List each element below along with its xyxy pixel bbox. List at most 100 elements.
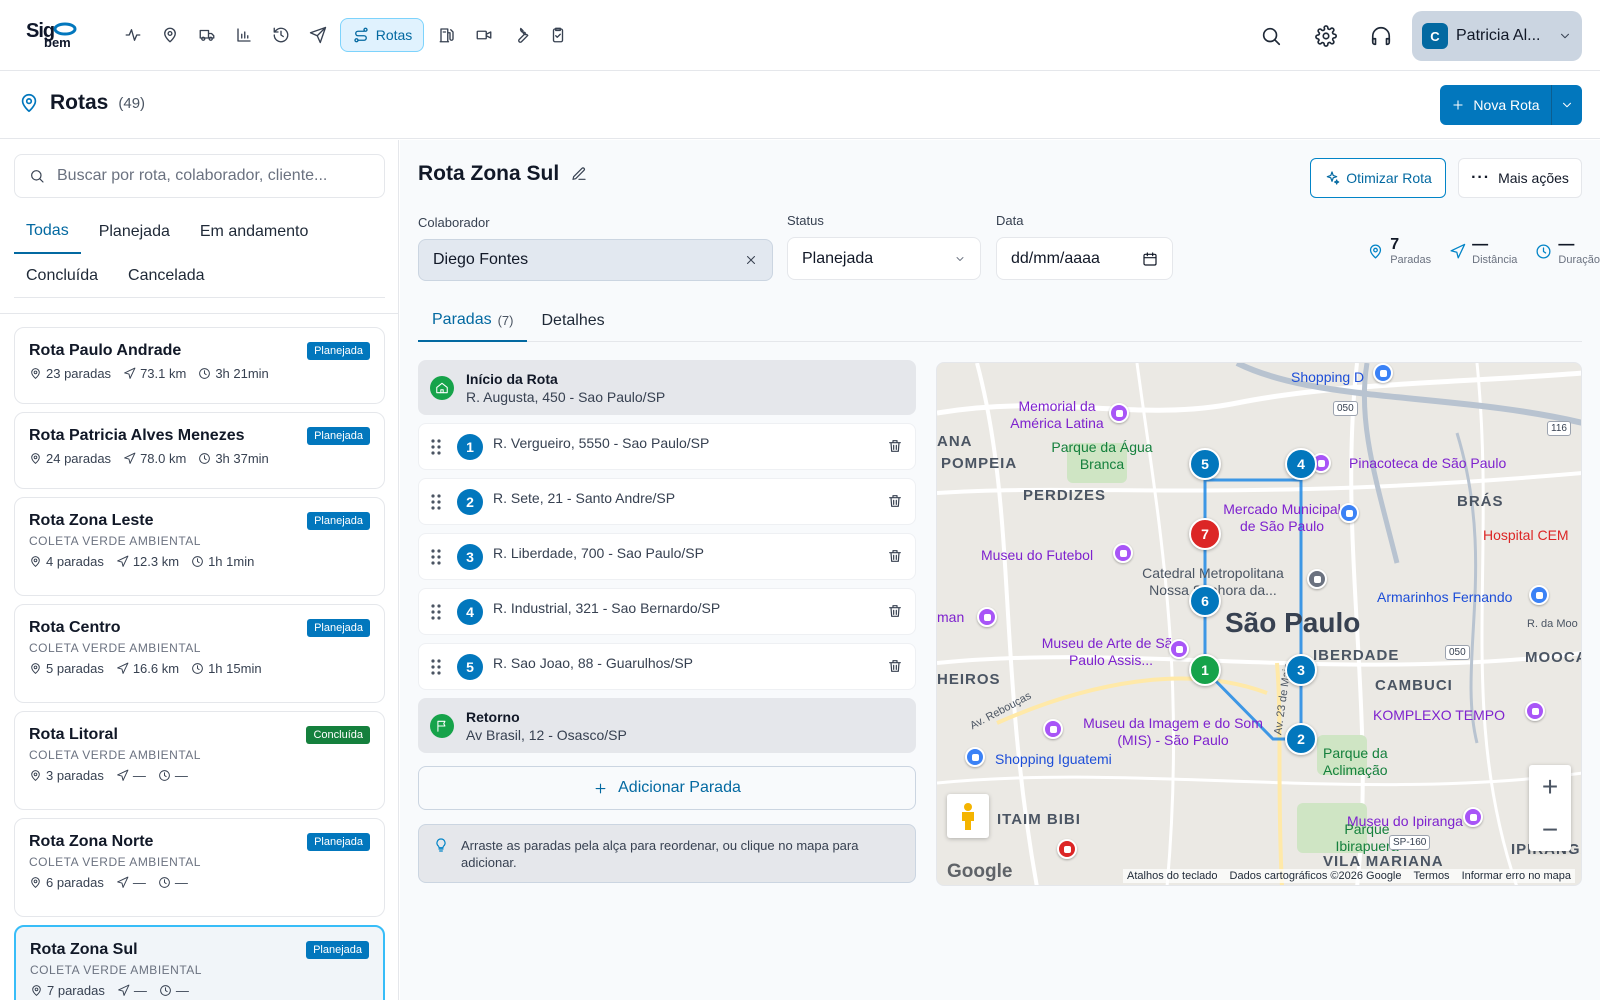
poi-pin-icon[interactable] (1043, 719, 1063, 739)
edit-pencil-icon[interactable] (571, 166, 587, 182)
stop-item[interactable]: 4 R. Industrial, 321 - Sao Bernardo/SP (418, 588, 916, 635)
drag-handle-icon[interactable] (431, 494, 441, 510)
poi-pin-icon[interactable] (1109, 403, 1129, 423)
optimize-route-button[interactable]: Otimizar Rota (1310, 158, 1446, 198)
drag-handle-icon[interactable] (431, 549, 441, 565)
map-poi: Parque Ibirapuera (1335, 821, 1399, 854)
route-marker[interactable]: 4 (1285, 448, 1317, 480)
poi-pin-icon[interactable] (1169, 639, 1189, 659)
route-marker[interactable]: 5 (1189, 448, 1221, 480)
route-card[interactable]: Rota Zona Leste Planejada COLETA VERDE A… (14, 497, 385, 596)
route-card[interactable]: Rota Litoral Concluída COLETA VERDE AMBI… (14, 711, 385, 810)
poi-pin-icon[interactable] (1373, 363, 1393, 383)
terms-link[interactable]: Termos (1413, 870, 1450, 882)
zoom-in-button[interactable]: + (1541, 770, 1559, 802)
route-card-title: Rota Centro (29, 619, 121, 636)
calendar-icon[interactable] (1142, 251, 1158, 267)
poi-pin-icon[interactable] (1529, 585, 1549, 605)
stop-item[interactable]: 3 R. Liberdade, 700 - Sao Paulo/SP (418, 533, 916, 580)
filter-cancelada[interactable]: Cancelada (128, 266, 205, 284)
stop-item[interactable]: 5 R. Sao Joao, 88 - Guarulhos/SP (418, 643, 916, 690)
logo[interactable]: Sig bem (26, 20, 78, 50)
filter-em-andamento[interactable]: Em andamento (199, 223, 309, 240)
poi-pin-icon[interactable] (977, 607, 997, 627)
poi-pin-icon[interactable] (1525, 701, 1545, 721)
poi-pin-icon[interactable] (1339, 503, 1359, 523)
stop-item[interactable]: 2 R. Sete, 21 - Santo Andre/SP (418, 478, 916, 525)
clear-x-icon[interactable] (744, 253, 758, 267)
poi-pin-icon[interactable] (965, 747, 985, 767)
trash-icon[interactable] (887, 438, 903, 454)
route-duration: 3h 21min (215, 366, 269, 381)
keyboard-shortcuts-link[interactable]: Atalhos do teclado (1127, 870, 1218, 882)
nav-dispatch[interactable] (299, 18, 336, 52)
nav-video[interactable] (465, 18, 502, 52)
plus-icon (1453, 100, 1464, 110)
route-marker[interactable]: 6 (1189, 585, 1221, 617)
stop-item[interactable]: 1 R. Vergueiro, 5550 - Sao Paulo/SP (418, 423, 916, 470)
status-select[interactable]: Planejada (787, 237, 981, 280)
route-marker[interactable]: 3 (1285, 654, 1317, 686)
collaborator-field[interactable]: Diego Fontes (418, 239, 773, 281)
filter-todas[interactable]: Todas (14, 210, 81, 254)
route-marker[interactable]: 2 (1285, 723, 1317, 755)
zoom-out-button[interactable]: − (1541, 813, 1559, 845)
nav-checklist[interactable] (539, 18, 576, 52)
new-route-button[interactable]: Nova Rota (1440, 85, 1552, 125)
report-error-link[interactable]: Informar erro no mapa (1461, 870, 1571, 882)
route-map[interactable]: ANA POMPEIA PERDIZES BRÁS HEIROS MOOCA C… (936, 362, 1582, 886)
settings-button[interactable] (1298, 12, 1353, 60)
stat-label: Duração (1558, 254, 1600, 266)
tab-detalhes[interactable]: Detalhes (527, 300, 618, 342)
filter-planejada[interactable]: Planejada (98, 223, 170, 240)
nav-reports[interactable] (225, 18, 262, 52)
more-actions-button[interactable]: ··· Mais ações (1458, 158, 1582, 198)
map-poi: Museu de Arte de São Paulo Assis... (1041, 635, 1181, 668)
trash-icon[interactable] (887, 603, 903, 619)
detail-tabs: Paradas (7) Detalhes (418, 300, 1582, 342)
map-poi: Parque da Aclimação (1323, 745, 1388, 778)
search-button[interactable] (1243, 12, 1298, 60)
drag-handle-icon[interactable] (431, 604, 441, 620)
route-card[interactable]: Rota Paulo Andrade Planejada 23 paradas … (14, 327, 385, 404)
stat-value: — (1472, 236, 1489, 253)
poi-pin-icon[interactable] (1307, 569, 1327, 589)
route-marker[interactable]: 1 (1189, 654, 1221, 686)
route-stops: 23 paradas (46, 366, 112, 381)
route-card[interactable]: Rota Patricia Alves Menezes Planejada 24… (14, 412, 385, 489)
search-input[interactable]: Buscar por rota, colaborador, cliente... (14, 154, 385, 198)
poi-pin-icon[interactable] (1113, 543, 1133, 563)
poi-pin-icon[interactable] (1463, 807, 1483, 827)
nav-history[interactable] (262, 18, 299, 52)
support-button[interactable] (1353, 12, 1408, 60)
trash-icon[interactable] (887, 658, 903, 674)
clock-icon (199, 453, 211, 464)
date-field[interactable]: dd/mm/aaaa (996, 237, 1173, 280)
nav-fleet[interactable] (188, 18, 225, 52)
drag-handle-icon[interactable] (431, 439, 441, 455)
clock-icon (158, 770, 170, 781)
new-route-dropdown[interactable] (1552, 85, 1582, 125)
nav-routes[interactable]: Rotas (340, 18, 424, 52)
route-card-client: COLETA VERDE AMBIENTAL (30, 963, 202, 977)
user-menu[interactable]: C Patricia Al... (1412, 11, 1582, 61)
new-route-label: Nova Rota (1473, 97, 1540, 113)
trash-icon[interactable] (887, 548, 903, 564)
trash-icon[interactable] (887, 493, 903, 509)
nav-fuel[interactable] (428, 18, 465, 52)
drag-handle-icon[interactable] (431, 659, 441, 675)
route-distance: — (132, 875, 146, 890)
add-stop-button[interactable]: Adicionar Parada (418, 766, 916, 810)
route-card-selected[interactable]: Rota Zona Sul Planejada COLETA VERDE AMB… (14, 925, 385, 1000)
nav-location[interactable] (151, 18, 188, 52)
nav-maintenance[interactable] (502, 18, 539, 52)
nav-activity[interactable] (114, 18, 151, 52)
tab-paradas[interactable]: Paradas (7) (418, 300, 528, 342)
route-marker[interactable]: 7 (1189, 518, 1221, 550)
hospital-pin-icon[interactable] (1057, 839, 1077, 859)
route-card[interactable]: Rota Zona Norte Planejada COLETA VERDE A… (14, 818, 385, 917)
filter-concluida[interactable]: Concluída (26, 266, 99, 284)
navigation-icon (116, 555, 129, 567)
route-card[interactable]: Rota Centro Planejada COLETA VERDE AMBIE… (14, 604, 385, 703)
street-view-pegman[interactable] (947, 794, 989, 838)
